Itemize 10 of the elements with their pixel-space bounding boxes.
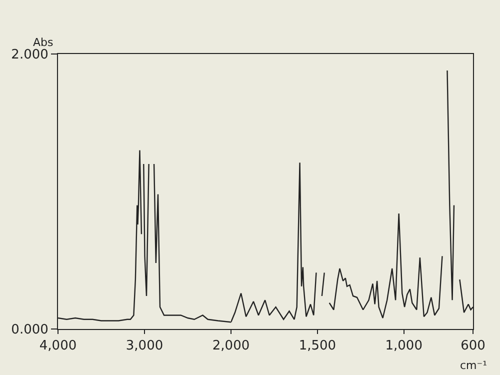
x-tick-label: 4,000 [39,338,77,354]
x-axis-title: cm⁻¹ [460,359,487,372]
x-tick-label: 3,000 [126,338,164,354]
x-tick-label: 1,000 [385,338,422,354]
x-tick-label: 1,500 [298,338,336,354]
y-axis-title: Abs [33,36,54,49]
y-tick-label: 0.000 [11,322,48,338]
x-tick-label: 600 [460,338,486,354]
y-tick-label: 2.000 [11,48,48,63]
x-tick-label: 2,000 [212,338,250,354]
